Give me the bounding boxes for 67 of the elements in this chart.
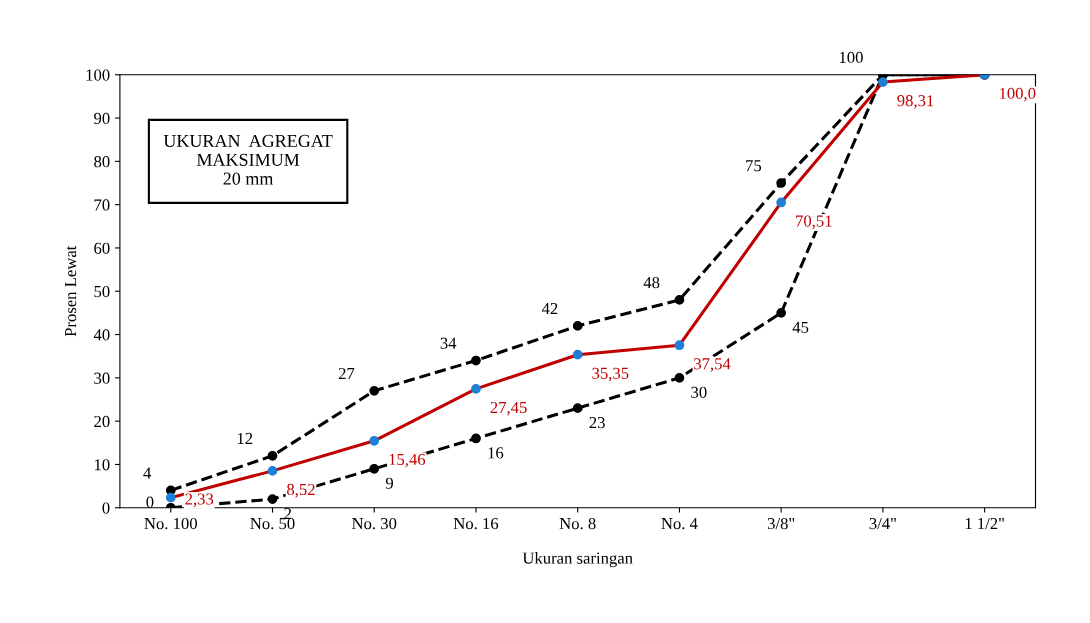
point [471, 384, 481, 394]
y-tick-label: 20 [94, 415, 110, 428]
point [267, 494, 278, 504]
point [165, 492, 176, 503]
y-tick-label: 30 [94, 372, 110, 384]
data-label: 98,31 [897, 95, 934, 109]
y-tick-label: 10 [94, 459, 110, 471]
data-label: 27 [338, 367, 355, 379]
point [369, 385, 380, 396]
x-tick-label: No. 30 [352, 517, 397, 530]
x-tick-label: No. 100 [144, 517, 197, 530]
y-tick-label: 0 [102, 502, 110, 514]
point [776, 178, 787, 188]
point [776, 197, 787, 208]
y-tick-label: 70 [94, 199, 110, 211]
data-label: 0 [146, 496, 154, 508]
y-tick-label: 40 [93, 329, 110, 341]
data-label: 8,52 [287, 483, 315, 498]
data-label: 30 [691, 386, 707, 398]
y-tick-label: 50 [94, 285, 110, 298]
data-label: 12 [237, 432, 253, 444]
x-tick-label: 3/4" [869, 518, 896, 530]
point [776, 308, 787, 318]
point [572, 349, 583, 360]
point [369, 463, 380, 474]
point [267, 465, 278, 476]
data-label: 16 [488, 447, 504, 459]
y-axis-title: Prosen Lewat [65, 245, 77, 337]
x-tick-label: No. 8 [559, 517, 596, 530]
point [471, 433, 481, 444]
x-tick-label: 3/8" [767, 517, 795, 530]
point [878, 77, 888, 87]
data-label: 2,33 [185, 493, 214, 507]
data-label: 42 [541, 302, 558, 315]
data-label: 9 [385, 477, 393, 489]
data-label: 48 [643, 276, 660, 289]
data-label: 75 [746, 160, 762, 172]
data-label: 70,51 [796, 215, 832, 230]
data-label: 100 [839, 51, 863, 64]
y-tick-label: 60 [94, 242, 110, 254]
x-tick-label: No. 16 [453, 518, 499, 530]
point [674, 372, 685, 383]
point [572, 403, 583, 414]
data-label: 34 [440, 337, 457, 349]
data-label: 37,54 [694, 358, 731, 372]
x-axis-title: Ukuran saringan [522, 552, 633, 568]
point [471, 355, 481, 366]
data-label: 35,35 [592, 367, 629, 382]
data-label: 100,0 [999, 87, 1036, 102]
data-label: 27,45 [490, 401, 527, 416]
point [267, 450, 278, 461]
data-label: 4 [143, 467, 152, 479]
data-label: 15,46 [389, 453, 426, 468]
x-tick-label: 1 1/2" [965, 518, 1004, 530]
point [674, 295, 685, 305]
data-label: 45 [792, 321, 809, 333]
x-tick-label: No. 4 [661, 518, 698, 530]
point [572, 321, 583, 331]
annotation: UKURAN AGREGAT MAKSIMUM 20 mm [163, 134, 333, 185]
point [674, 340, 685, 351]
point [369, 435, 380, 446]
x-tick-label: No. 50 [250, 517, 295, 530]
y-tick-label: 90 [94, 112, 110, 125]
data-label: 23 [589, 417, 605, 429]
y-tick-label: 80 [94, 156, 110, 168]
data-label: 2 [284, 507, 292, 519]
y-tick-label: 100 [86, 69, 110, 81]
